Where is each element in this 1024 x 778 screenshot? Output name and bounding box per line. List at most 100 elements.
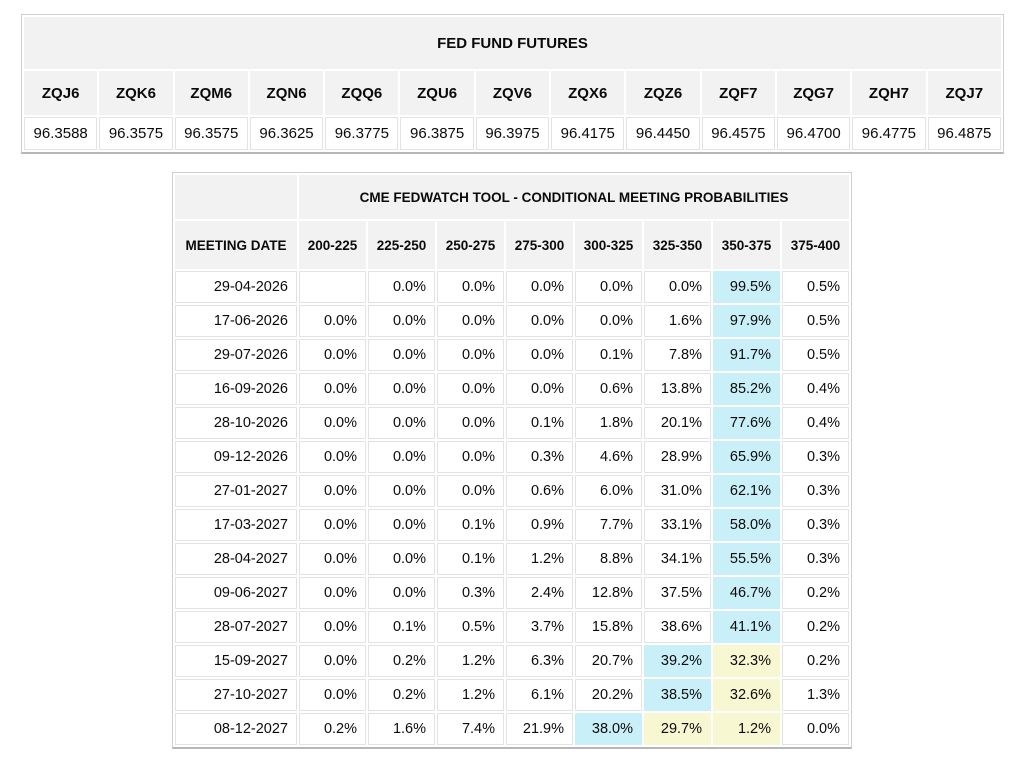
meeting-date-cell: 28-07-2027: [175, 611, 297, 643]
futures-contract-header: ZQU6: [400, 71, 474, 115]
probability-cell: 0.3%: [782, 509, 849, 541]
probability-cell: 0.3%: [782, 475, 849, 507]
probability-cell: 31.0%: [644, 475, 711, 507]
futures-price-cell: 96.3588: [24, 117, 98, 150]
probability-cell: 32.3%: [713, 645, 780, 677]
probability-cell: 28.9%: [644, 441, 711, 473]
probability-cell: 32.6%: [713, 679, 780, 711]
probability-cell: 0.0%: [299, 577, 366, 609]
probability-cell: 20.7%: [575, 645, 642, 677]
probability-row: 17-03-2027 0.0% 0.0% 0.1% 0.9% 7.7% 33.1% 58.0%…: [175, 509, 849, 541]
meeting-date-cell: 29-07-2026: [175, 339, 297, 371]
probability-cell: 29.7%: [644, 713, 711, 745]
probability-cell: 21.9%: [506, 713, 573, 745]
futures-price-cell: 96.4575: [701, 117, 775, 150]
meeting-date-cell: 16-09-2026: [175, 373, 297, 405]
probability-cell: 0.0%: [299, 645, 366, 677]
probability-cell: 0.0%: [644, 271, 711, 303]
meeting-date-cell: 28-04-2027: [175, 543, 297, 575]
meeting-date-cell: 08-12-2027: [175, 713, 297, 745]
probability-cell: 1.8%: [575, 407, 642, 439]
probability-cell: 33.1%: [644, 509, 711, 541]
futures-price-cell: 96.3775: [325, 117, 399, 150]
probability-cell: 0.4%: [782, 407, 849, 439]
probability-cell: 0.0%: [368, 441, 435, 473]
probability-cell: 4.6%: [575, 441, 642, 473]
meeting-date-cell: 29-04-2026: [175, 271, 297, 303]
fedwatch-table-title: CME FEDWATCH TOOL - CONDITIONAL MEETING …: [299, 175, 849, 219]
futures-table-title: FED FUND FUTURES: [24, 17, 1001, 69]
probability-cell: 0.0%: [299, 611, 366, 643]
probability-cell: 1.2%: [506, 543, 573, 575]
meeting-date-cell: 15-09-2027: [175, 645, 297, 677]
probability-cell: 0.0%: [575, 271, 642, 303]
futures-contract-header: ZQV6: [475, 71, 550, 115]
probability-cell: 0.1%: [368, 611, 435, 643]
probability-cell: 0.3%: [782, 543, 849, 575]
rate-range-header: 375-400: [782, 221, 849, 269]
probability-cell: 6.0%: [575, 475, 642, 507]
rate-range-header: 200-225: [299, 221, 366, 269]
probability-cell: 6.3%: [506, 645, 573, 677]
probability-cell: 0.0%: [368, 543, 435, 575]
probability-cell: 38.0%: [575, 713, 642, 745]
fed-fund-futures-table: FED FUND FUTURES ZQJ6 ZQK6 ZQM6 ZQN6 ZQQ6 ZQU…: [21, 14, 1004, 154]
futures-contract-header: ZQN6: [249, 71, 324, 115]
probability-cell: 0.0%: [437, 305, 504, 337]
probability-row: 28-07-2027 0.0% 0.1% 0.5% 3.7% 15.8% 38.6% 41.1…: [175, 611, 849, 643]
rate-range-header: 275-300: [506, 221, 573, 269]
meeting-date-cell: 17-06-2026: [175, 305, 297, 337]
probability-cell: 0.5%: [782, 339, 849, 371]
futures-price-cell: 96.3575: [99, 117, 173, 150]
probability-cell: 1.2%: [713, 713, 780, 745]
probability-cell: 0.5%: [437, 611, 504, 643]
probability-cell: 0.5%: [782, 271, 849, 303]
meeting-date-cell: 09-06-2027: [175, 577, 297, 609]
probability-cell: 0.0%: [437, 475, 504, 507]
probability-cell: 0.0%: [437, 373, 504, 405]
probability-cell: 0.2%: [782, 577, 849, 609]
probability-cell: 0.0%: [299, 305, 366, 337]
futures-price-row: 96.3588 96.3575 96.3575 96.3625 96.3775 96.38…: [24, 117, 1001, 150]
futures-price-cell: 96.4700: [776, 117, 851, 150]
probability-cell: 0.0%: [437, 339, 504, 371]
futures-contract-header: ZQJ6: [24, 71, 98, 115]
probability-cell: 0.0%: [575, 305, 642, 337]
probability-cell: 0.3%: [506, 441, 573, 473]
probability-cell: 1.6%: [368, 713, 435, 745]
fedwatch-table-body: 29-04-2026 0.0% 0.0% 0.0% 0.0% 0.0% 99.5% 0.5% 1…: [175, 271, 849, 745]
probability-cell: 0.2%: [782, 611, 849, 643]
futures-price-cell: 96.3975: [475, 117, 550, 150]
probability-cell: 41.1%: [713, 611, 780, 643]
probability-cell: 0.1%: [575, 339, 642, 371]
probability-cell: 0.0%: [782, 713, 849, 745]
probability-cell: 0.0%: [368, 475, 435, 507]
probability-row: 16-09-2026 0.0% 0.0% 0.0% 0.0% 0.6% 13.8% 85.2%…: [175, 373, 849, 405]
probability-cell: 46.7%: [713, 577, 780, 609]
probability-cell: 12.8%: [575, 577, 642, 609]
futures-header-row: ZQJ6 ZQK6 ZQM6 ZQN6 ZQQ6 ZQU6 ZQV6 ZQX6 ZQZ6 ZQF7…: [24, 71, 1001, 115]
probability-cell: 0.1%: [437, 543, 504, 575]
fedwatch-title-row: CME FEDWATCH TOOL - CONDITIONAL MEETING …: [175, 175, 849, 219]
probability-row: 28-04-2027 0.0% 0.0% 0.1% 1.2% 8.8% 34.1% 55.5%…: [175, 543, 849, 575]
probability-cell: 0.1%: [437, 509, 504, 541]
futures-contract-header: ZQF7: [701, 71, 775, 115]
probability-cell: 1.2%: [437, 679, 504, 711]
probability-cell: 0.6%: [575, 373, 642, 405]
probability-cell: 0.0%: [506, 373, 573, 405]
probability-cell: 0.2%: [368, 645, 435, 677]
probability-cell: 0.0%: [368, 271, 435, 303]
probability-cell: 1.6%: [644, 305, 711, 337]
futures-contract-header: ZQK6: [99, 71, 173, 115]
futures-contract-header: ZQG7: [776, 71, 851, 115]
probability-cell: 13.8%: [644, 373, 711, 405]
probability-cell: 0.2%: [782, 645, 849, 677]
meeting-date-header: MEETING DATE: [175, 221, 297, 269]
meeting-date-cell: 09-12-2026: [175, 441, 297, 473]
probability-row: 08-12-2027 0.2% 1.6% 7.4% 21.9% 38.0% 29.7% 1.2…: [175, 713, 849, 745]
probability-cell: 0.0%: [437, 271, 504, 303]
probability-cell: 7.7%: [575, 509, 642, 541]
probability-cell: 0.0%: [506, 305, 573, 337]
probability-cell: 77.6%: [713, 407, 780, 439]
probability-cell: 6.1%: [506, 679, 573, 711]
